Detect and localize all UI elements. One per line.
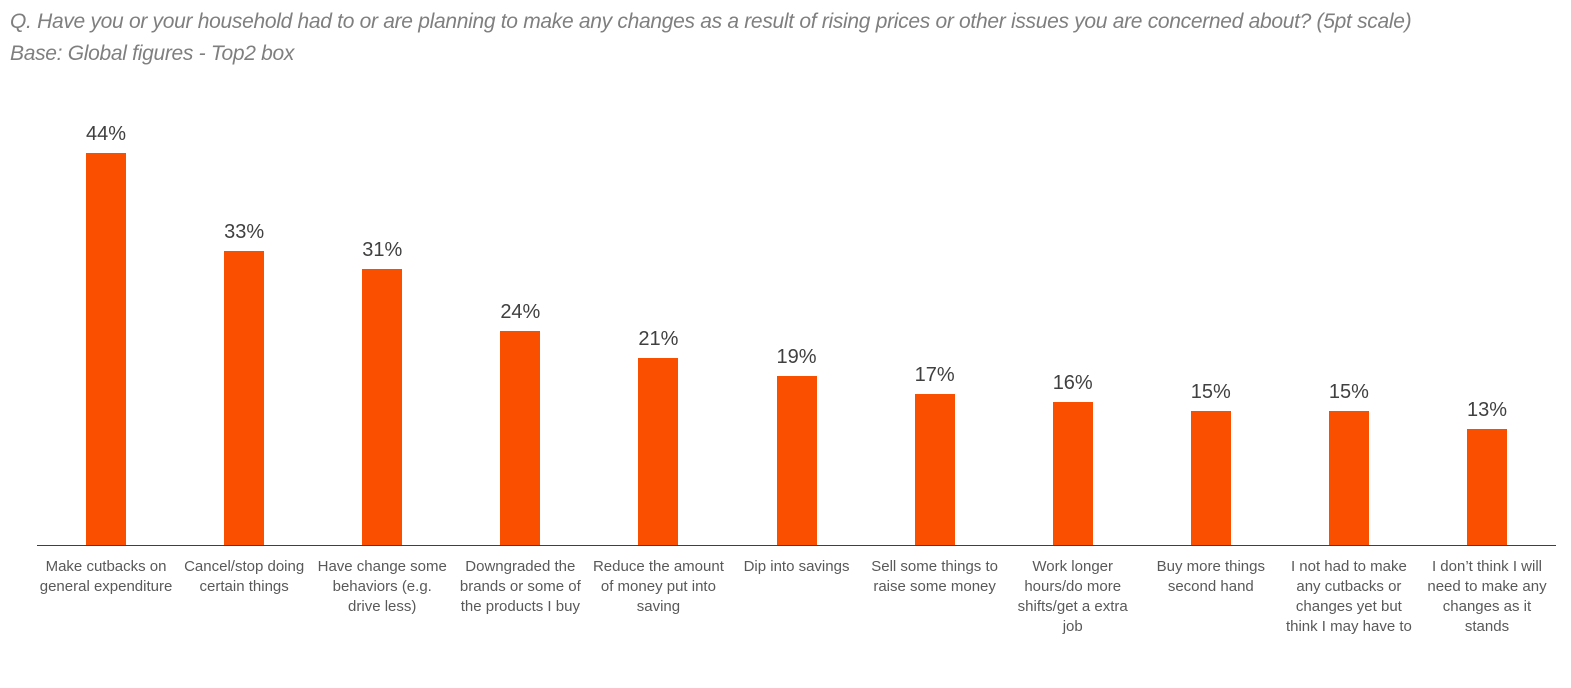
bar-column: 31%	[313, 239, 451, 545]
category-label: Downgraded the brands or some of the pro…	[459, 558, 581, 615]
bar-value-label: 31%	[362, 239, 403, 261]
bar-value-label: 15%	[1190, 381, 1231, 403]
category-label: Reduce the amount of money put into savi…	[592, 558, 724, 615]
bar-value-label: 24%	[500, 301, 541, 323]
chart-header: Q. Have you or your household had to or …	[0, 0, 1571, 70]
bar	[914, 394, 955, 545]
category-label: Dip into savings	[743, 558, 850, 575]
bar	[776, 376, 817, 545]
category-label: I don’t think I will need to make any ch…	[1427, 558, 1547, 635]
bar	[1190, 411, 1231, 545]
category-label: Buy more things second hand	[1156, 558, 1265, 595]
category-label: Cancel/stop doing certain things	[184, 558, 305, 595]
bar-column: 19%	[727, 346, 865, 545]
bar-value-label: 33%	[224, 221, 265, 243]
bar-column: 44%	[37, 123, 175, 545]
bar	[638, 358, 679, 545]
plot-area: 44% 33% 31% 24% 21% 19% 17% 16% 15% 15% 13%	[37, 100, 1556, 546]
bar-column: 17%	[866, 364, 1004, 545]
category-label: Work longer hours/do more shifts/get a e…	[1017, 558, 1128, 635]
bar-value-label: 15%	[1328, 381, 1369, 403]
bar	[86, 153, 127, 545]
bar-value-label: 13%	[1466, 399, 1507, 421]
bar	[1052, 402, 1093, 545]
bar-value-label: 16%	[1052, 372, 1093, 394]
category-label: Sell some things to raise some money	[871, 558, 998, 595]
bar-column: 33%	[175, 221, 313, 545]
category-label: Have change some behaviors (e.g. drive l…	[317, 558, 447, 615]
bar-value-label: 19%	[776, 346, 817, 368]
category-axis: Make cutbacks on general expenditure Canc…	[37, 546, 1556, 637]
bar	[500, 331, 541, 545]
bar	[362, 269, 403, 545]
bar-value-label: 44%	[86, 123, 127, 145]
bar-column: 24%	[451, 301, 589, 545]
category-label: I not had to make any cutbacks or change…	[1285, 558, 1412, 635]
chart-question-title: Q. Have you or your household had to or …	[10, 10, 1412, 33]
bar-column: 15%	[1280, 381, 1418, 545]
bar-column: 21%	[589, 328, 727, 545]
bar	[224, 251, 265, 545]
bar-column: 16%	[1004, 372, 1142, 545]
bar-value-label: 17%	[914, 364, 955, 386]
bar	[1466, 429, 1507, 545]
bar-chart: 44% 33% 31% 24% 21% 19% 17% 16% 15% 15% 13% Make c…	[37, 100, 1556, 637]
bar	[1328, 411, 1369, 545]
chart-base-subtitle: Base: Global figures - Top2 box	[10, 42, 295, 65]
bar-value-label: 21%	[638, 328, 679, 350]
bar-column: 15%	[1142, 381, 1280, 545]
category-label: Make cutbacks on general expenditure	[39, 558, 173, 595]
bar-column: 13%	[1418, 399, 1556, 545]
